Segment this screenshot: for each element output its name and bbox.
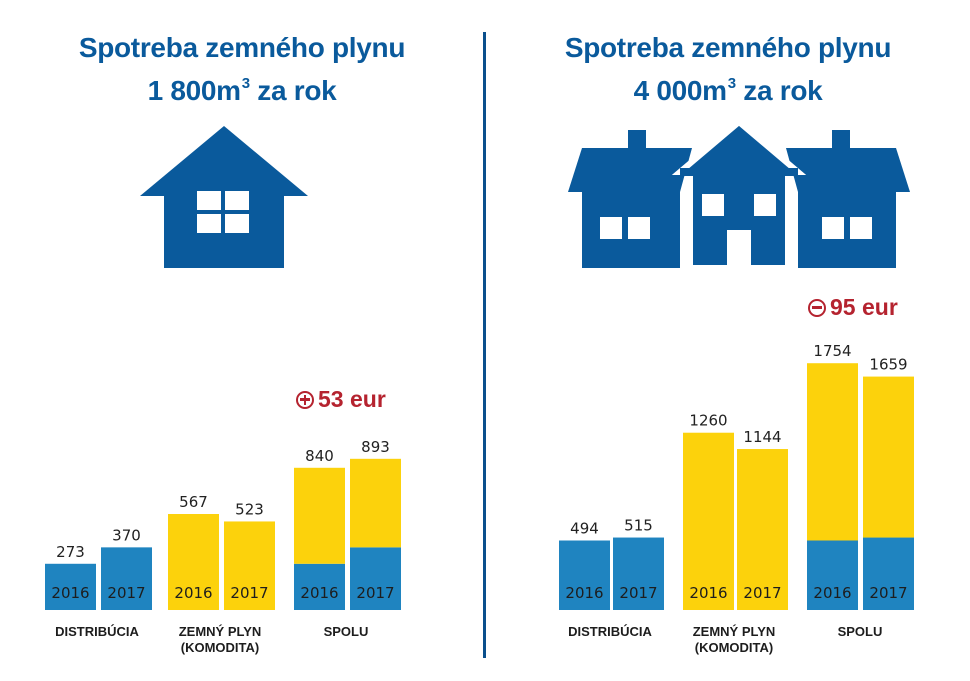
price-difference: 95 eur [808, 294, 898, 321]
cost-bar-chart: 494 2016 515 2017 1260 2016 1144 2017 1754 2016 16… [559, 342, 914, 655]
bar-segment-distribution [559, 540, 610, 610]
category-label: ZEMNÝ PLYN [693, 624, 776, 639]
multi-house-icon [568, 120, 910, 268]
bar-segment-distribution [863, 537, 914, 610]
bar-segment-distribution [807, 540, 858, 610]
bar-year-label: 2016 [565, 584, 603, 602]
bar-segment-commodity [168, 514, 219, 610]
category-label: ZEMNÝ PLYN [179, 624, 262, 639]
bar-segment-commodity [350, 458, 401, 548]
bar-segment-commodity [294, 467, 345, 564]
title-line-2: 4 000m3 za rok [486, 66, 970, 109]
bar-2-2017: 1659 2017 [863, 356, 914, 610]
bar-year-label: 2017 [356, 584, 394, 602]
bar-value-label: 515 [624, 517, 653, 535]
bar-year-label: 2017 [743, 584, 781, 602]
consumption-value: 1 800m [147, 75, 241, 106]
category-label: (KOMODITA) [695, 640, 773, 655]
category-label: DISTRIBÚCIA [55, 624, 139, 639]
bar-0-2017: 370 2017 [101, 526, 152, 610]
panel-title: Spotreba zemného plynu 4 000m3 za rok [486, 30, 970, 109]
bar-segment-distribution [350, 547, 401, 610]
bar-segment-commodity [683, 432, 734, 610]
single-house-icon [140, 126, 308, 268]
cost-bar-chart: 273 2016 370 2017 567 2016 523 2017 840 2016 893 20… [45, 438, 401, 655]
unit-exponent: 3 [241, 75, 250, 92]
bar-value-label: 1144 [743, 428, 781, 446]
bar-0-2016: 494 2016 [559, 519, 610, 610]
unit-exponent: 3 [727, 75, 736, 92]
title-line-2: 1 800m3 za rok [0, 66, 484, 109]
bar-year-label: 2016 [174, 584, 212, 602]
bar-segment-commodity [737, 449, 788, 610]
bar-segment-distribution [101, 547, 152, 610]
bar-year-label: 2016 [300, 584, 338, 602]
title-line-1: Spotreba zemného plynu [564, 32, 892, 63]
bar-year-label: 2017 [107, 584, 145, 602]
bar-year-label: 2016 [813, 584, 851, 602]
bar-value-label: 523 [235, 500, 264, 518]
consumption-value: 4 000m [633, 75, 727, 106]
price-difference: 53 eur [296, 386, 386, 413]
bar-value-label: 567 [179, 493, 208, 511]
consumption-period: za rok [249, 75, 337, 106]
bar-segment-distribution [45, 563, 96, 610]
category-label: (KOMODITA) [181, 640, 259, 655]
price-difference-value: 95 eur [830, 294, 898, 320]
bar-year-label: 2017 [619, 584, 657, 602]
minus-circle-icon [808, 298, 826, 317]
bar-0-2016: 273 2016 [45, 543, 96, 610]
panel-title: Spotreba zemného plynu 1 800m3 za rok [0, 30, 484, 109]
bar-year-label: 2016 [689, 584, 727, 602]
bar-segment-commodity [807, 363, 858, 541]
bar-value-label: 840 [305, 447, 334, 465]
title-line-1: Spotreba zemného plynu [78, 32, 406, 63]
bar-year-label: 2017 [230, 584, 268, 602]
plus-circle-icon [296, 390, 314, 409]
category-label: SPOLU [838, 624, 883, 639]
bar-1-2016: 567 2016 [168, 493, 219, 610]
bar-year-label: 2016 [51, 584, 89, 602]
bar-segment-commodity [863, 376, 914, 538]
bar-2-2017: 893 2017 [350, 438, 401, 610]
bar-value-label: 494 [570, 519, 599, 537]
bar-value-label: 370 [112, 526, 141, 544]
bar-1-2017: 1144 2017 [737, 428, 788, 610]
price-difference-value: 53 eur [318, 386, 386, 412]
panel-large-household: Spotreba zemného plynu 4 000m3 za rok 95… [486, 0, 970, 681]
bar-value-label: 273 [56, 543, 85, 561]
bar-value-label: 1754 [813, 342, 851, 360]
bar-2-2016: 1754 2016 [807, 342, 858, 610]
bar-value-label: 893 [361, 438, 390, 456]
bar-segment-distribution [294, 563, 345, 610]
consumption-period: za rok [735, 75, 823, 106]
bar-value-label: 1260 [689, 412, 727, 430]
bar-2-2016: 840 2016 [294, 447, 345, 610]
bar-year-label: 2017 [869, 584, 907, 602]
panel-small-household: Spotreba zemného plynu 1 800m3 za rok 53… [0, 0, 484, 681]
category-label: SPOLU [324, 624, 369, 639]
bar-0-2017: 515 2017 [613, 517, 664, 610]
bar-segment-distribution [613, 537, 664, 610]
bar-1-2017: 523 2017 [224, 500, 275, 610]
bar-segment-commodity [224, 521, 275, 610]
category-label: DISTRIBÚCIA [568, 624, 652, 639]
panel-divider [483, 32, 486, 658]
bar-1-2016: 1260 2016 [683, 412, 734, 610]
bar-value-label: 1659 [869, 356, 907, 374]
